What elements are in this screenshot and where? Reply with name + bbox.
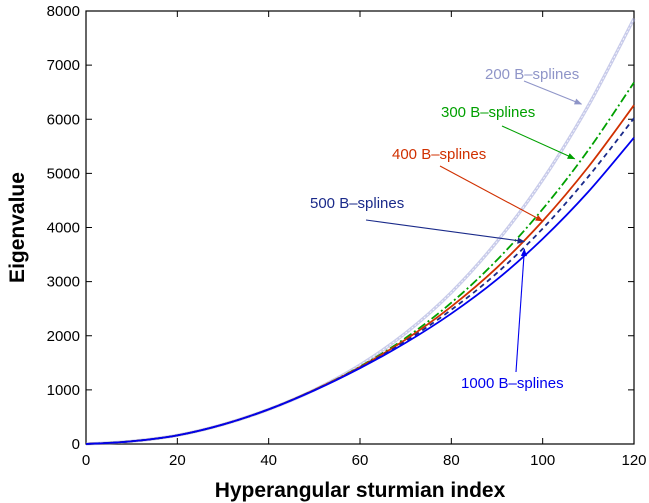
y-axis-title: Eigenvalue xyxy=(6,172,29,283)
x-tick-label: 100 xyxy=(530,452,555,469)
series-line-4 xyxy=(85,137,635,445)
y-tick-label: 7000 xyxy=(47,57,80,74)
y-tick-label: 4000 xyxy=(47,220,80,237)
x-tick-label: 60 xyxy=(352,452,369,469)
y-tick-label: 3000 xyxy=(47,274,80,291)
y-tick-label: 0 xyxy=(72,436,80,453)
series-lines xyxy=(85,17,636,446)
annotation-label: 200 B–splines xyxy=(485,66,579,83)
annotation-arrow xyxy=(501,125,576,160)
x-tick-label: 0 xyxy=(82,452,90,469)
x-tick-label: 40 xyxy=(260,452,277,469)
x-tick-label: 80 xyxy=(443,452,460,469)
annotation-arrow xyxy=(515,248,528,373)
annotation-arrow xyxy=(439,165,544,222)
y-tick-label: 1000 xyxy=(47,382,80,399)
x-tick-label: 20 xyxy=(169,452,186,469)
series-line-2 xyxy=(85,104,635,445)
y-tick-label: 2000 xyxy=(47,328,80,345)
annotation-label: 300 B–splines xyxy=(441,104,535,121)
axis-ticks: 0 20 40 60 80 100 120 0 1000 2000 3000 4000 5000 6000… xyxy=(47,3,647,469)
annotation-arrow xyxy=(365,219,526,244)
y-tick-label: 6000 xyxy=(47,111,80,128)
annotation-arrow xyxy=(523,80,583,105)
x-tick-label: 120 xyxy=(621,452,646,469)
annotation-label: 500 B–splines xyxy=(310,195,404,212)
x-axis-title: Hyperangular sturmian index xyxy=(215,479,506,502)
y-tick-label: 8000 xyxy=(47,3,80,20)
annotation-label: 1000 B–splines xyxy=(461,375,564,392)
annotation-label: 400 B–splines xyxy=(392,146,486,163)
y-tick-label: 5000 xyxy=(47,165,80,182)
annotations: 200 B–splines 300 B–splines 400 B–splines 5… xyxy=(310,66,583,392)
